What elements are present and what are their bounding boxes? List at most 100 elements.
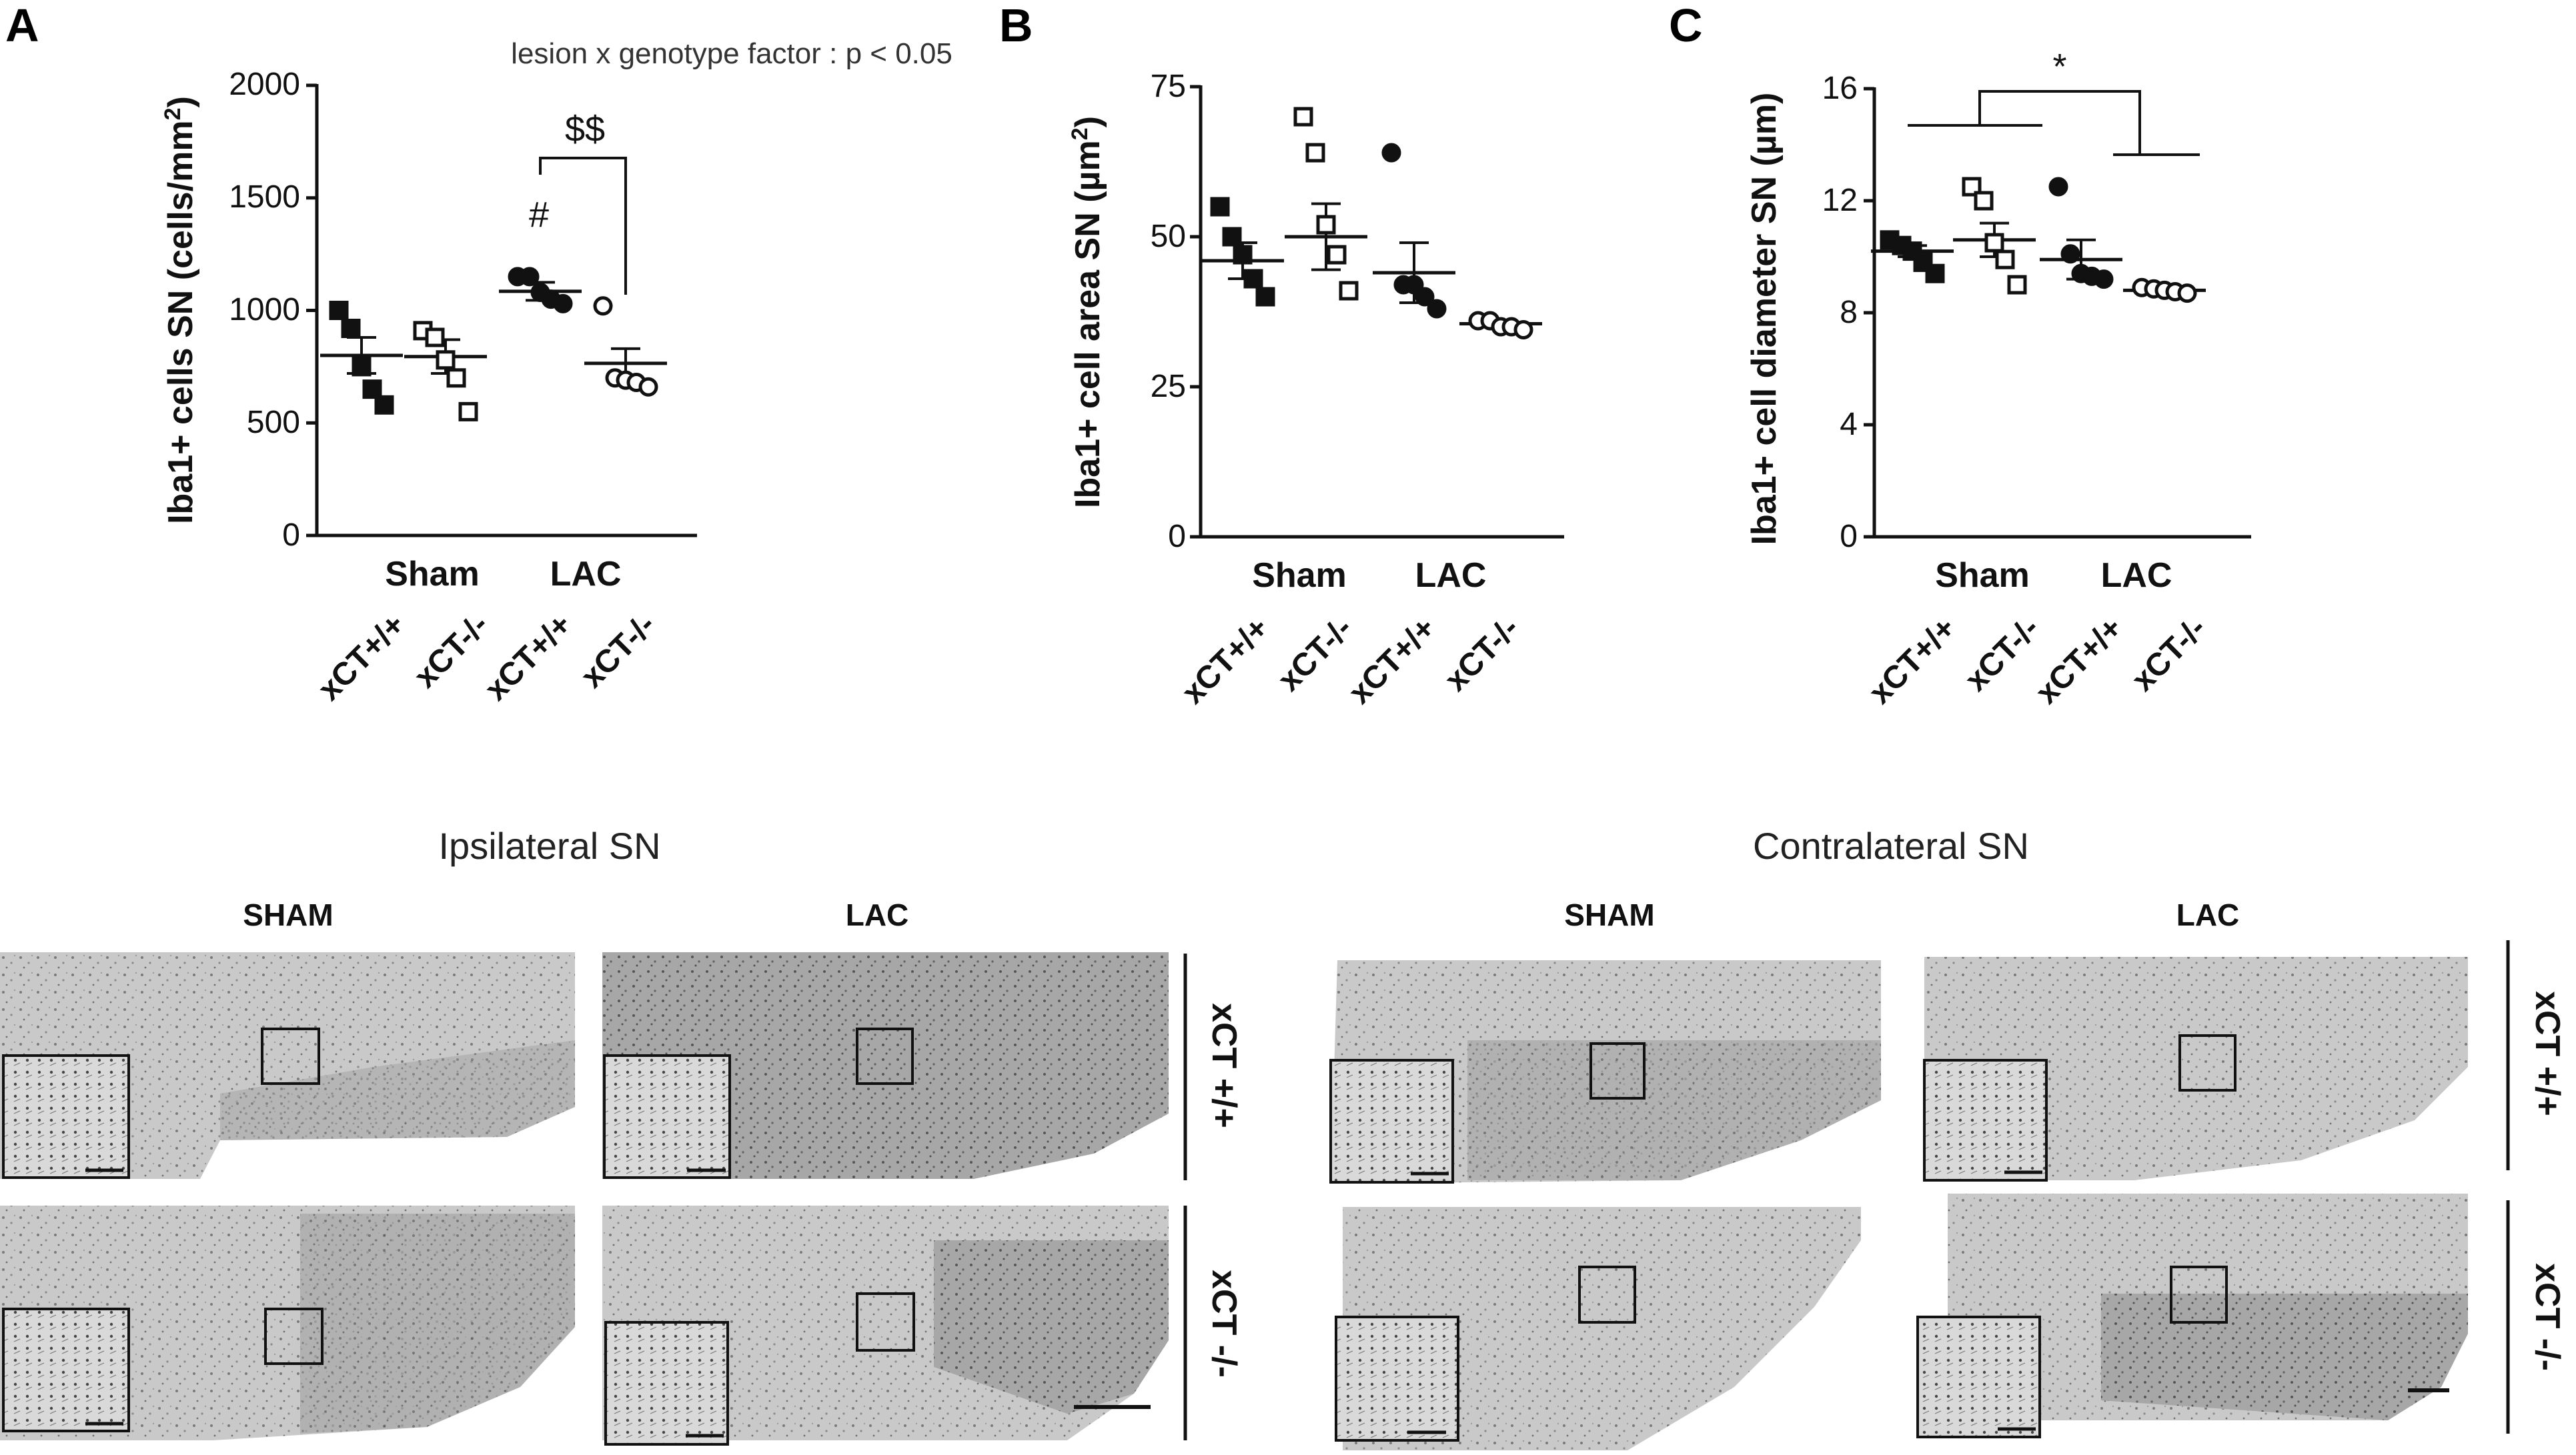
panel-letter-b: B — [999, 0, 1033, 51]
region-box — [264, 1308, 324, 1365]
col-title-lac: LAC — [846, 898, 909, 932]
data-point — [436, 350, 456, 370]
category-label: xCT+/+ — [2029, 610, 2130, 711]
row-label-ko: xCT -/- — [1205, 1270, 1243, 1378]
micrograph-ipsi-sham-wt — [0, 952, 575, 1179]
inset — [604, 1321, 729, 1446]
group-label-lac: LAC — [1415, 556, 1487, 595]
category-label: xCT+/+ — [1175, 610, 1276, 711]
y-tick-label: 1000 — [229, 292, 300, 327]
significance-bracket — [539, 157, 627, 295]
region-box — [1589, 1042, 1646, 1100]
data-point — [1210, 197, 1230, 217]
data-point — [1415, 287, 1435, 307]
y-tick-label: 12 — [1822, 183, 1858, 218]
y-tick-label: 0 — [1168, 519, 1186, 554]
y-tick-label: 16 — [1822, 71, 1858, 106]
chart-c-plot — [1864, 87, 2251, 539]
y-tick-label: 8 — [1840, 295, 1858, 330]
inset — [1335, 1316, 1459, 1442]
y-tick-label: 25 — [1151, 369, 1186, 404]
chart-b-y-ticks: 0 25 50 75 — [1151, 69, 1186, 554]
y-tick-label: 4 — [1840, 407, 1858, 442]
data-point — [1233, 245, 1253, 265]
y-tick-label: 500 — [247, 405, 300, 440]
chart-a-annotation: lesion x genotype factor : p < 0.05 — [511, 37, 952, 70]
region-box — [856, 1028, 914, 1085]
category-label: xCT+/+ — [1342, 610, 1443, 711]
data-point — [1925, 263, 1945, 283]
micrograph-ipsi-lac-wt — [602, 952, 1169, 1179]
significance-dollar: $$ — [565, 109, 605, 149]
significance-bracket-c — [1908, 90, 2200, 156]
chart-a-y-ticks: 0 500 1000 1500 2000 — [229, 67, 300, 553]
category-label: xCT+/+ — [311, 607, 412, 707]
panel-letter-a: A — [5, 0, 39, 51]
micrograph-contra-sham-wt — [1329, 960, 1881, 1184]
row-label-wt: xCT +/+ — [2528, 991, 2567, 1116]
micrograph-contra-lac-wt — [1923, 957, 2468, 1182]
col-title-sham: SHAM — [243, 898, 333, 932]
significance-hash: # — [529, 195, 549, 235]
y-tick-label: 0 — [282, 517, 300, 553]
contralateral-title: Contralateral SN — [1753, 825, 2029, 867]
data-point — [1327, 245, 1347, 265]
significance-star: * — [2052, 47, 2066, 87]
row-label-ko: xCT -/- — [2528, 1263, 2567, 1371]
region-box — [1578, 1266, 1636, 1324]
data-point — [1339, 281, 1359, 301]
data-point — [1255, 287, 1275, 307]
data-point — [1305, 143, 1325, 163]
chart-a-plot — [306, 83, 697, 537]
ipsilateral-title: Ipsilateral SN — [438, 825, 660, 867]
category-label: xCT-/- — [1438, 610, 1526, 698]
data-point — [425, 327, 445, 347]
data-point — [593, 296, 613, 316]
data-point — [1995, 249, 2015, 269]
data-point — [1381, 143, 1401, 163]
data-point — [352, 357, 372, 377]
row-label-wt: xCT +/+ — [1205, 1003, 1243, 1128]
data-point — [2060, 244, 2080, 264]
chart-b-y-axis-label: Iba1+ cell area SN (µm2) — [1067, 116, 1107, 508]
group-label-sham: Sham — [385, 555, 480, 593]
data-point — [1984, 233, 2004, 253]
category-label: xCT+/+ — [1862, 610, 1963, 711]
micrograph-contra-lac-ko — [1916, 1194, 2468, 1438]
region-box — [2178, 1034, 2236, 1092]
y-tick-label: 75 — [1151, 69, 1186, 104]
data-point — [458, 401, 478, 421]
panel-letter-c: C — [1669, 0, 1703, 51]
data-point — [520, 267, 540, 287]
category-label: xCT+/+ — [478, 607, 579, 707]
inset — [1916, 1316, 2041, 1438]
data-point — [446, 368, 466, 388]
group-label-sham: Sham — [1252, 556, 1347, 595]
inset — [2, 1308, 130, 1432]
data-point — [374, 395, 394, 415]
chart-a-y-axis-label: Iba1+ cells SN (cells/mm2) — [160, 96, 200, 524]
data-point — [638, 377, 658, 397]
category-label: xCT-/- — [2125, 610, 2213, 698]
data-point — [1243, 269, 1263, 289]
inset — [603, 1054, 731, 1179]
data-point — [362, 379, 382, 399]
col-title-sham: SHAM — [1564, 898, 1654, 932]
y-tick-label: 0 — [1840, 519, 1858, 554]
data-point — [1427, 299, 1447, 319]
micrograph-ipsi-lac-ko — [602, 1206, 1169, 1446]
chart-c-y-ticks: 0 4 8 12 16 — [1822, 71, 1858, 554]
data-point — [553, 293, 573, 313]
group-label-lac: LAC — [2101, 556, 2172, 595]
data-point — [2007, 275, 2027, 295]
data-point — [1222, 227, 1242, 247]
panel-c: C 0 4 8 12 16 Iba1+ cell diameter SN (µm… — [1669, 0, 2251, 711]
data-point — [2048, 177, 2068, 197]
data-point — [1974, 191, 1994, 211]
panel-a: A lesion x genotype factor : p < 0.05 0 … — [5, 0, 952, 707]
region-box — [261, 1028, 320, 1085]
y-tick-label: 50 — [1151, 219, 1186, 254]
data-point — [1316, 215, 1336, 235]
y-tick-label: 1500 — [229, 179, 300, 215]
